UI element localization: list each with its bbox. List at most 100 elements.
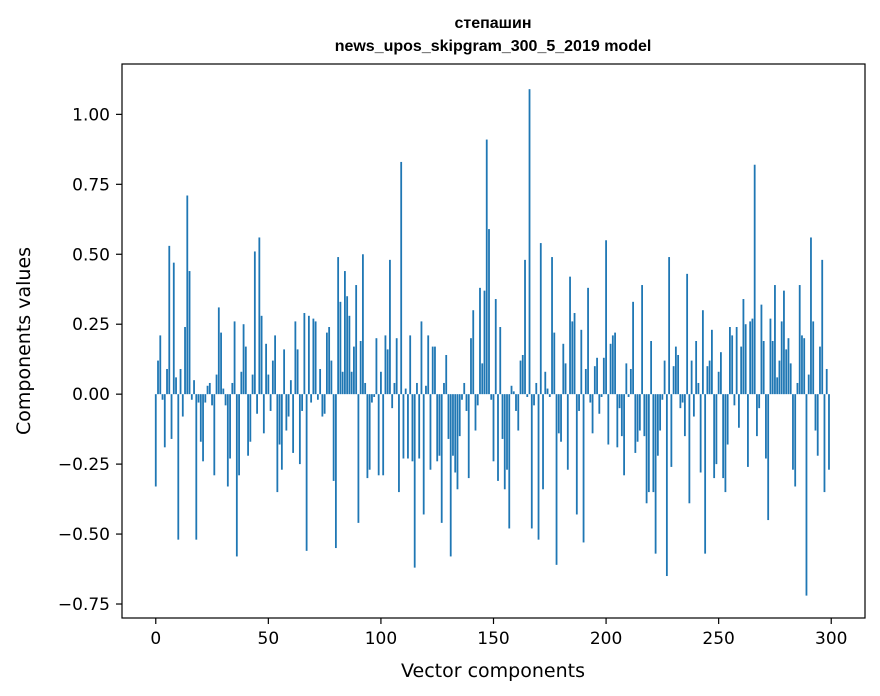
bar-293 — [814, 394, 817, 431]
bar-266 — [753, 164, 756, 395]
bar-236 — [686, 273, 689, 395]
bar-170 — [537, 394, 540, 540]
bar-42 — [249, 394, 252, 442]
bar-75 — [323, 394, 326, 414]
bar-107 — [395, 338, 398, 395]
bar-169 — [535, 382, 538, 395]
bar-0 — [154, 394, 157, 487]
bar-132 — [452, 394, 454, 456]
bar-212 — [632, 301, 634, 395]
bar-191 — [584, 368, 587, 395]
bar-273 — [769, 318, 772, 395]
bar-201 — [607, 394, 610, 445]
bar-128 — [443, 382, 445, 395]
bar-218 — [645, 394, 648, 504]
bar-74 — [321, 394, 324, 417]
bar-299 — [828, 394, 830, 470]
bar-248 — [713, 394, 716, 479]
bar-267 — [756, 394, 758, 437]
bar-27 — [215, 374, 218, 395]
bar-223 — [656, 394, 659, 456]
bar-134 — [456, 394, 459, 490]
bar-85 — [346, 296, 349, 395]
bar-103 — [386, 349, 389, 395]
bar-70 — [312, 318, 315, 395]
bar-127 — [440, 394, 443, 523]
bar-67 — [305, 394, 308, 551]
bar-265 — [751, 318, 754, 395]
y-tick-label-5: 0.50 — [72, 245, 110, 265]
bar-250 — [717, 371, 720, 395]
x-tick-label-200: 200 — [590, 629, 622, 649]
bar-22 — [204, 394, 207, 403]
bar-154 — [501, 394, 504, 439]
bar-298 — [825, 368, 828, 395]
bar-242 — [699, 394, 702, 473]
bar-277 — [778, 360, 781, 395]
bar-176 — [551, 257, 553, 395]
bar-50 — [267, 374, 270, 395]
bar-255 — [729, 327, 731, 395]
bar-261 — [742, 299, 745, 395]
bar-77 — [328, 327, 331, 395]
bar-268 — [758, 394, 761, 409]
bar-102 — [384, 335, 387, 395]
bar-109 — [400, 161, 403, 395]
bar-69 — [310, 394, 313, 403]
bar-66 — [303, 313, 306, 395]
bar-294 — [816, 394, 819, 456]
bar-203 — [611, 335, 614, 395]
bar-135 — [458, 394, 461, 437]
bar-48 — [262, 394, 265, 434]
bar-231 — [674, 346, 677, 395]
bar-157 — [508, 394, 511, 529]
bar-264 — [749, 321, 752, 395]
bar-145 — [481, 363, 484, 395]
bar-216 — [641, 285, 643, 395]
bar-73 — [319, 368, 322, 395]
bar-95 — [368, 394, 371, 470]
bar-194 — [591, 394, 594, 434]
bar-24 — [208, 382, 211, 395]
bar-126 — [438, 394, 441, 456]
y-tick-label-1: −0.50 — [58, 525, 110, 545]
bar-263 — [747, 394, 749, 467]
bar-282 — [789, 363, 792, 395]
bar-143 — [476, 394, 479, 406]
bar-219 — [647, 394, 650, 493]
bar-180 — [560, 394, 562, 442]
bar-35 — [233, 321, 236, 395]
bar-144 — [479, 287, 481, 395]
bar-138 — [465, 394, 468, 411]
bar-5 — [166, 368, 168, 395]
bar-226 — [663, 360, 666, 395]
bar-84 — [344, 271, 346, 395]
bar-28 — [217, 307, 220, 395]
bar-229 — [670, 394, 673, 467]
bar-233 — [679, 394, 682, 409]
bar-205 — [616, 394, 619, 448]
bar-43 — [251, 374, 254, 395]
bar-19 — [197, 394, 200, 403]
bar-41 — [247, 394, 249, 456]
bar-9 — [175, 377, 177, 395]
x-tick-label-50: 50 — [258, 629, 280, 649]
bar-190 — [582, 394, 585, 543]
bar-137 — [463, 382, 466, 395]
bar-256 — [731, 335, 734, 395]
bar-209 — [625, 363, 628, 395]
bar-284 — [794, 394, 797, 487]
y-tick-label-0: −0.75 — [58, 595, 110, 615]
bar-32 — [226, 394, 229, 487]
bar-257 — [733, 394, 736, 406]
bar-58 — [285, 394, 288, 431]
bar-71 — [314, 321, 317, 395]
bar-34 — [231, 382, 234, 395]
bar-65 — [301, 394, 304, 411]
bar-177 — [553, 332, 556, 395]
bar-104 — [389, 259, 391, 395]
bar-97 — [373, 394, 376, 397]
bar-7 — [170, 394, 173, 439]
bar-38 — [240, 371, 243, 395]
bar-16 — [190, 394, 193, 400]
